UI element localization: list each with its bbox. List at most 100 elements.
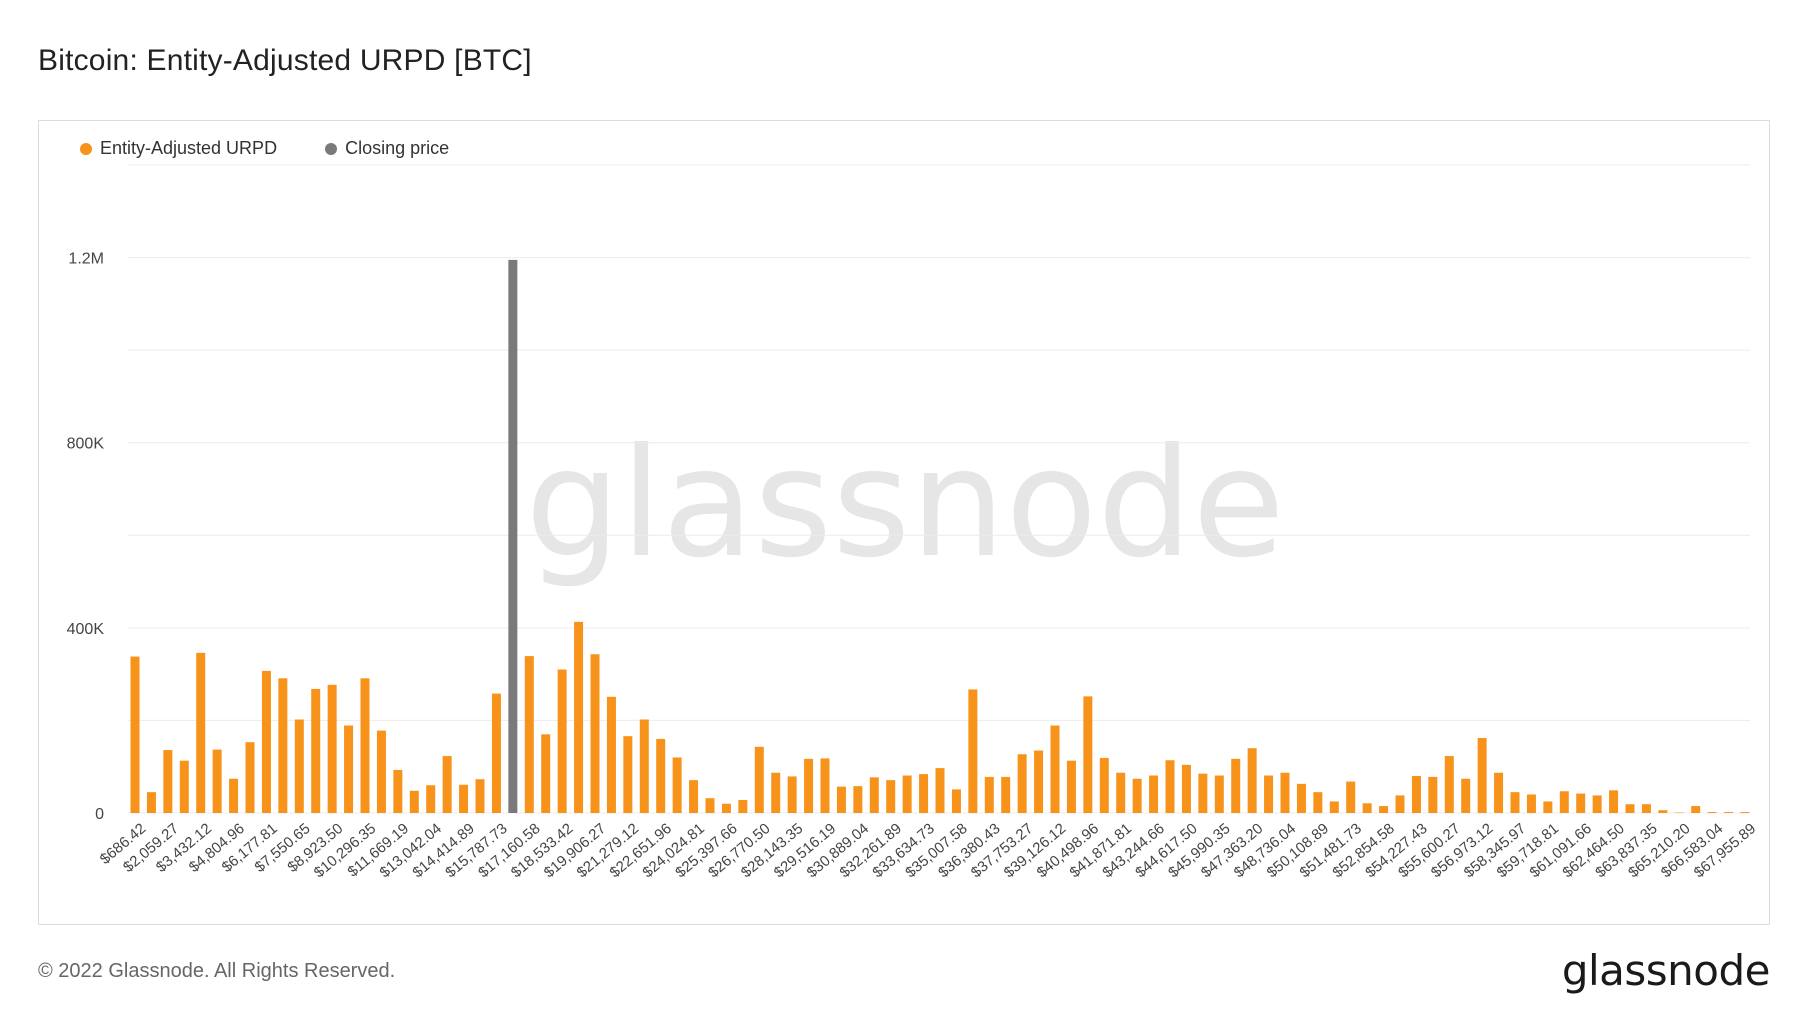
urpd-bar[interactable] <box>606 696 616 813</box>
urpd-bar[interactable] <box>836 786 846 813</box>
urpd-bar[interactable] <box>1296 783 1306 813</box>
urpd-bar[interactable] <box>1543 801 1553 813</box>
urpd-bar[interactable] <box>968 689 978 813</box>
urpd-bar[interactable] <box>1017 754 1027 813</box>
urpd-bar[interactable] <box>1083 696 1093 813</box>
urpd-bar[interactable] <box>229 778 239 813</box>
urpd-bar[interactable] <box>146 792 156 813</box>
urpd-bar[interactable] <box>656 738 666 813</box>
urpd-bar[interactable] <box>919 774 929 813</box>
urpd-bar[interactable] <box>951 789 961 813</box>
urpd-bar[interactable] <box>212 749 222 813</box>
glassnode-logo[interactable]: glassnode <box>1561 946 1771 995</box>
urpd-bar[interactable] <box>1264 775 1274 813</box>
urpd-bar[interactable] <box>294 719 304 814</box>
legend-item-closing-price[interactable]: Closing price <box>325 138 449 159</box>
urpd-bar[interactable] <box>327 684 337 813</box>
urpd-bar[interactable] <box>261 670 271 813</box>
urpd-bar[interactable] <box>1691 806 1701 813</box>
urpd-bar[interactable] <box>1165 760 1175 813</box>
urpd-bar[interactable] <box>1526 794 1536 813</box>
urpd-bar[interactable] <box>491 693 501 813</box>
urpd-bar[interactable] <box>1740 812 1750 813</box>
urpd-bar[interactable] <box>130 656 140 813</box>
urpd-bar[interactable] <box>1641 804 1651 813</box>
urpd-bar[interactable] <box>245 742 255 813</box>
urpd-bar[interactable] <box>1461 778 1471 813</box>
urpd-bar[interactable] <box>1198 773 1208 813</box>
urpd-bar[interactable] <box>1346 781 1356 813</box>
urpd-bar[interactable] <box>1411 775 1421 813</box>
urpd-bar[interactable] <box>475 779 485 813</box>
urpd-bar[interactable] <box>409 790 419 813</box>
urpd-bar[interactable] <box>459 784 469 813</box>
urpd-bar[interactable] <box>1477 738 1487 813</box>
urpd-bar[interactable] <box>1494 772 1504 813</box>
urpd-bar[interactable] <box>1099 757 1109 813</box>
urpd-bar[interactable] <box>705 798 715 813</box>
urpd-bar[interactable] <box>1001 776 1011 813</box>
urpd-bar[interactable] <box>1247 748 1257 813</box>
urpd-bar[interactable] <box>278 678 288 813</box>
urpd-bar[interactable] <box>163 750 173 813</box>
closing-price-bar[interactable] <box>508 259 518 813</box>
urpd-bar[interactable] <box>1116 772 1126 813</box>
urpd-bar[interactable] <box>1132 778 1142 813</box>
urpd-bar[interactable] <box>721 803 731 813</box>
urpd-bar[interactable] <box>524 656 534 813</box>
urpd-bar[interactable] <box>1066 760 1076 813</box>
urpd-bar[interactable] <box>886 780 896 813</box>
urpd-bar[interactable] <box>1181 764 1191 813</box>
urpd-bar[interactable] <box>179 760 189 813</box>
urpd-bar[interactable] <box>1609 790 1619 813</box>
urpd-bar[interactable] <box>1625 804 1635 813</box>
urpd-bar[interactable] <box>853 786 863 813</box>
urpd-bar[interactable] <box>623 736 633 813</box>
urpd-bar[interactable] <box>935 768 945 813</box>
urpd-bar[interactable] <box>557 669 567 813</box>
urpd-bar[interactable] <box>196 652 206 813</box>
urpd-bar[interactable] <box>787 776 797 813</box>
urpd-bar[interactable] <box>1576 793 1586 813</box>
urpd-bar[interactable] <box>574 621 584 813</box>
urpd-bar[interactable] <box>1034 750 1044 813</box>
urpd-bar[interactable] <box>771 772 781 813</box>
urpd-bar[interactable] <box>820 758 830 813</box>
urpd-bar[interactable] <box>1707 812 1717 813</box>
urpd-bar[interactable] <box>1559 791 1569 813</box>
urpd-bar[interactable] <box>869 777 879 813</box>
urpd-bar[interactable] <box>360 678 370 813</box>
urpd-bar[interactable] <box>1313 792 1323 813</box>
urpd-bar[interactable] <box>1395 795 1405 813</box>
urpd-bar[interactable] <box>738 800 748 813</box>
urpd-bar[interactable] <box>1592 795 1602 813</box>
urpd-bar[interactable] <box>754 746 764 813</box>
urpd-bar[interactable] <box>672 757 682 813</box>
urpd-bar[interactable] <box>1050 725 1060 813</box>
urpd-bar[interactable] <box>590 654 600 813</box>
urpd-bar[interactable] <box>1724 812 1734 813</box>
urpd-bar[interactable] <box>344 725 354 813</box>
urpd-bar[interactable] <box>1379 806 1389 813</box>
urpd-bar[interactable] <box>1280 772 1290 813</box>
urpd-bar[interactable] <box>311 688 321 813</box>
urpd-bar[interactable] <box>689 780 699 813</box>
urpd-bar[interactable] <box>1149 775 1159 813</box>
urpd-bar[interactable] <box>1231 758 1241 813</box>
urpd-bar[interactable] <box>1444 756 1454 813</box>
urpd-bar[interactable] <box>1329 801 1339 813</box>
urpd-bar[interactable] <box>1658 810 1668 813</box>
urpd-bar[interactable] <box>984 776 994 813</box>
urpd-bar[interactable] <box>1362 803 1372 813</box>
urpd-bar[interactable] <box>1214 775 1224 813</box>
urpd-bar[interactable] <box>1510 792 1520 813</box>
urpd-bar[interactable] <box>639 719 649 814</box>
urpd-bar[interactable] <box>426 785 436 813</box>
urpd-bar[interactable] <box>804 758 814 813</box>
urpd-bar[interactable] <box>393 769 403 813</box>
urpd-bar[interactable] <box>442 756 452 813</box>
urpd-bar[interactable] <box>541 734 551 813</box>
urpd-bar[interactable] <box>1428 776 1438 813</box>
legend-item-urpd[interactable]: Entity-Adjusted URPD <box>80 138 277 159</box>
urpd-bar[interactable] <box>376 730 386 813</box>
